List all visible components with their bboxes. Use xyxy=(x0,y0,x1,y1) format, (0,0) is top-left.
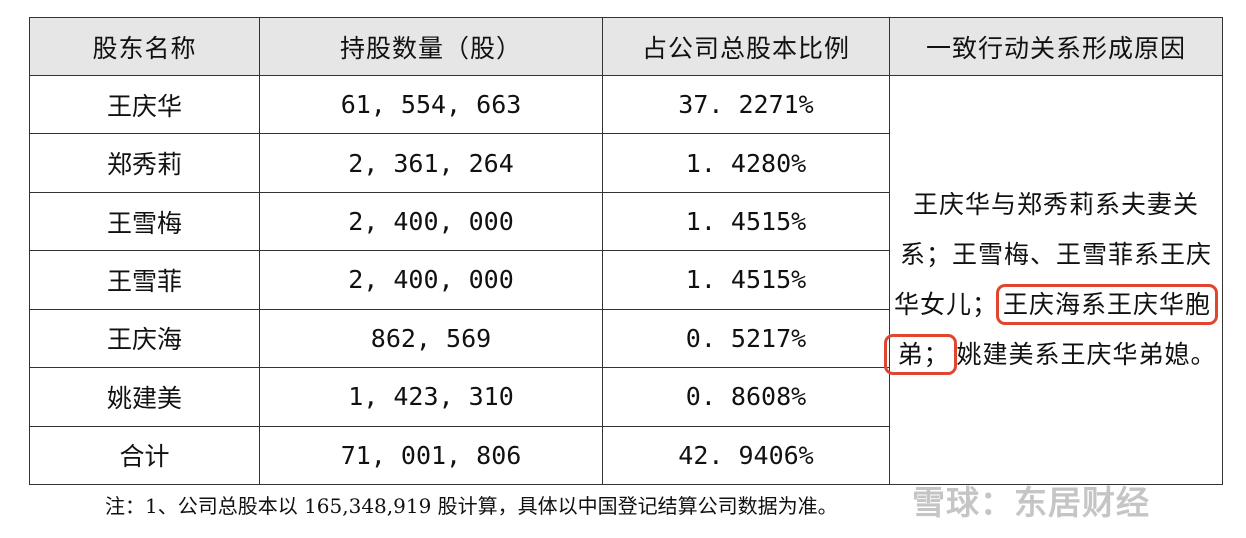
share-count: 862, 569 xyxy=(259,308,603,369)
table-total-row: 合计 71, 001, 806 42. 9406% xyxy=(29,425,1223,486)
share-count: 2, 400, 000 xyxy=(259,191,603,252)
reason-text-part2: 姚建美系王庆华弟媳。 xyxy=(956,340,1217,369)
shareholder-name: 郑秀莉 xyxy=(29,133,260,193)
table-row: 姚建美 1, 423, 310 0. 8608% xyxy=(29,367,1223,427)
total-share-ratio: 42. 9406% xyxy=(602,425,890,486)
shareholder-name: 王雪菲 xyxy=(29,250,260,310)
concert-reason-cell: 王庆华与郑秀莉系夫妻关系；王雪梅、王雪菲系王庆华女儿； 王庆海系王庆华胞 弟； 姚建美… xyxy=(884,75,1223,485)
header-concert-reason: 一致行动关系形成原因 xyxy=(889,17,1223,76)
highlight-box-b: 弟； xyxy=(884,334,957,375)
share-ratio: 37. 2271% xyxy=(602,74,890,135)
share-ratio: 1. 4515% xyxy=(602,191,890,252)
share-ratio: 1. 4515% xyxy=(602,250,890,310)
share-ratio: 0. 5217% xyxy=(602,308,890,369)
shareholder-name: 王庆海 xyxy=(29,308,260,369)
watermark: 雪球：东居财经 xyxy=(912,483,1150,522)
header-share-count: 持股数量（股） xyxy=(259,17,603,76)
shareholder-name: 王雪梅 xyxy=(29,191,260,252)
table-header-row: 股东名称 持股数量（股） 占公司总股本比例 一致行动关系形成原因 xyxy=(29,17,1223,76)
table-row: 王庆华 61, 554, 663 37. 2271% 王庆华与郑秀莉系夫妻关系；… xyxy=(29,74,1223,485)
highlight-box-a: 王庆海系王庆华胞 xyxy=(996,284,1219,325)
share-count: 2, 361, 264 xyxy=(259,133,603,193)
shareholder-table: 股东名称 持股数量（股） 占公司总股本比例 一致行动关系形成原因 王庆华 61,… xyxy=(29,17,1223,486)
share-ratio: 1. 4280% xyxy=(602,133,890,193)
table-row: 王庆海 862, 569 0. 5217% xyxy=(29,308,1223,369)
table-footnote: 注：1、公司总股本以 165,348,919 股计算，具体以中国登记结算公司数据… xyxy=(105,494,838,518)
total-share-count: 71, 001, 806 xyxy=(259,425,603,486)
share-count: 2, 400, 000 xyxy=(259,250,603,310)
share-count: 61, 554, 663 xyxy=(259,74,603,135)
reason-text-part1: 王庆华与郑秀莉系夫妻关系；王雪梅、王雪菲系王庆华女儿； xyxy=(893,190,1212,319)
table-row: 王雪梅 2, 400, 000 1. 4515% xyxy=(29,191,1223,252)
header-share-ratio: 占公司总股本比例 xyxy=(602,17,890,76)
share-count: 1, 423, 310 xyxy=(259,367,603,427)
header-shareholder-name: 股东名称 xyxy=(29,17,260,76)
table-row: 王雪菲 2, 400, 000 1. 4515% xyxy=(29,250,1223,310)
share-ratio: 0. 8608% xyxy=(602,367,890,427)
total-label: 合计 xyxy=(29,425,260,486)
shareholder-name: 王庆华 xyxy=(29,74,260,135)
shareholder-name: 姚建美 xyxy=(29,367,260,427)
